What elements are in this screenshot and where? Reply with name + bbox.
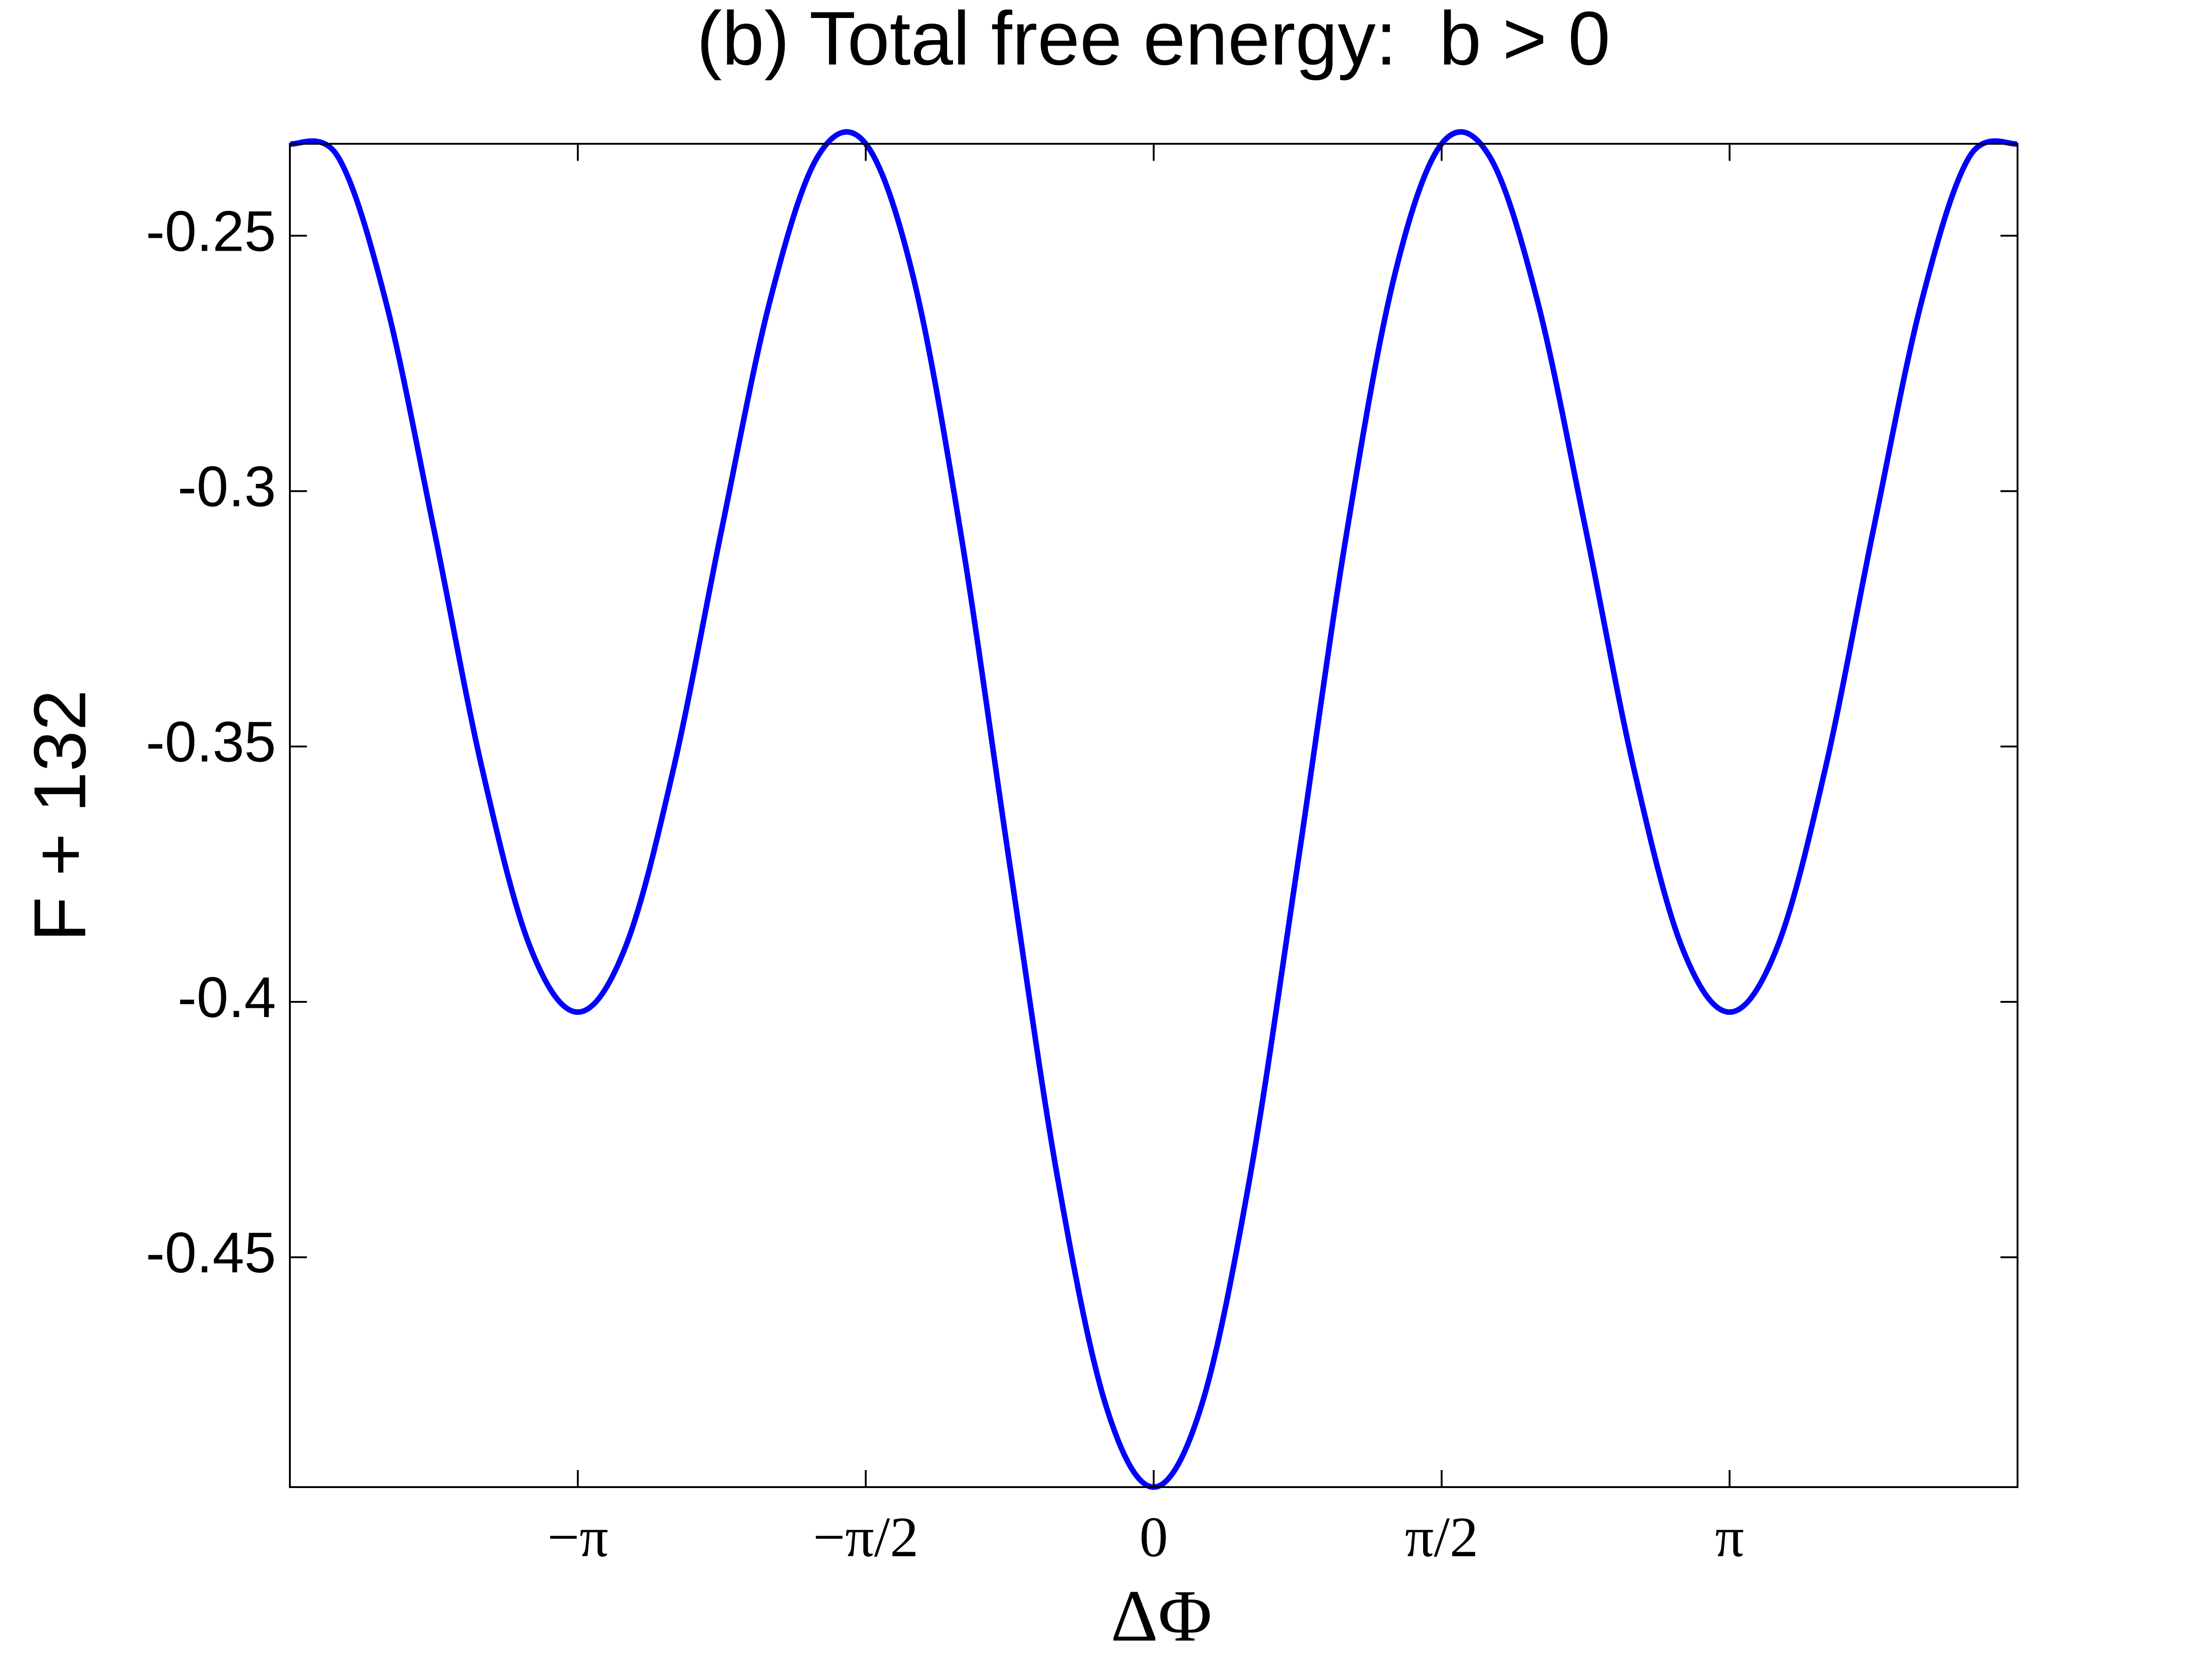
y-axis-label: F + 132 (18, 689, 101, 941)
y-tick-label: -0.3 (177, 455, 276, 518)
x-tick-label: 0 (1140, 1506, 1168, 1569)
chart-title: (b) Total free energy: b > 0 (697, 0, 1611, 81)
x-tick-label: −π (547, 1506, 609, 1569)
y-tick-label: -0.25 (146, 200, 276, 263)
x-axis-label: ΔΦ (1111, 1575, 1212, 1657)
x-tick-label: π (1715, 1506, 1744, 1569)
x-tick-label: π/2 (1405, 1506, 1478, 1569)
y-tick-label: -0.35 (146, 711, 276, 774)
y-tick-label: -0.45 (146, 1221, 276, 1285)
x-tick-label: −π/2 (813, 1506, 918, 1569)
y-tick-label: -0.4 (177, 966, 276, 1030)
